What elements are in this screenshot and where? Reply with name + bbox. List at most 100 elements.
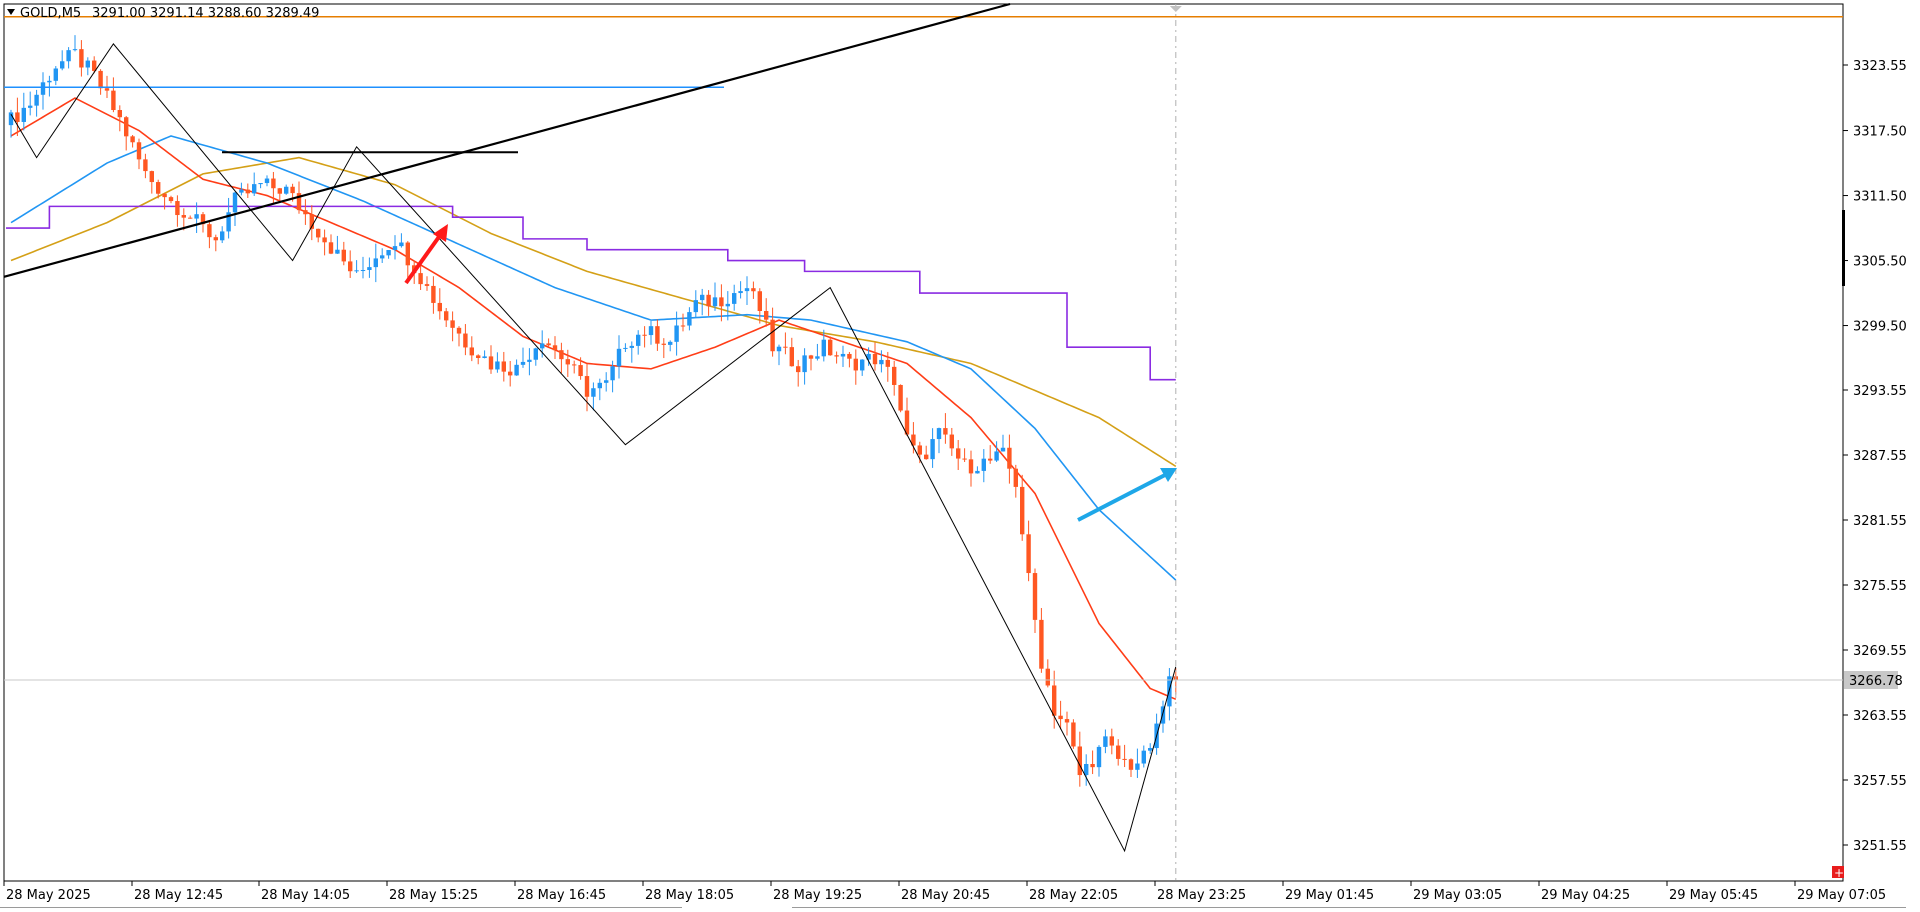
candle-body[interactable] bbox=[616, 348, 622, 367]
candle-body[interactable] bbox=[1077, 746, 1082, 776]
candle-body[interactable] bbox=[712, 297, 718, 307]
candle-body[interactable] bbox=[661, 343, 666, 345]
candle-body[interactable] bbox=[860, 359, 865, 371]
candle-body[interactable] bbox=[732, 293, 737, 304]
candle-body[interactable] bbox=[508, 371, 513, 376]
candle-body[interactable] bbox=[380, 255, 385, 259]
candle-body[interactable] bbox=[156, 182, 161, 194]
candle-body[interactable] bbox=[936, 428, 942, 440]
candle-body[interactable] bbox=[360, 270, 366, 272]
candle-body[interactable] bbox=[879, 359, 884, 365]
candle-body[interactable] bbox=[578, 365, 583, 377]
candle-body[interactable] bbox=[930, 439, 935, 460]
candle-body[interactable] bbox=[220, 231, 225, 241]
candle-body[interactable] bbox=[104, 88, 110, 91]
candle-body[interactable] bbox=[1148, 748, 1153, 751]
candle-body[interactable] bbox=[917, 445, 922, 455]
candle-body[interactable] bbox=[252, 184, 257, 194]
candle-body[interactable] bbox=[1000, 447, 1006, 452]
candle-body[interactable] bbox=[546, 343, 551, 346]
candle-body[interactable] bbox=[552, 345, 558, 351]
candle-body[interactable] bbox=[168, 197, 174, 202]
candle-body[interactable] bbox=[520, 361, 526, 365]
candle-body[interactable] bbox=[194, 214, 199, 219]
candle-body[interactable] bbox=[469, 347, 474, 356]
bottom-tab-left[interactable] bbox=[0, 907, 682, 912]
drawing-objects-layer[interactable] bbox=[3, 2, 1843, 881]
candle-body[interactable] bbox=[1045, 668, 1050, 686]
candle-body[interactable] bbox=[584, 376, 590, 397]
candle-body[interactable] bbox=[1109, 736, 1114, 746]
candle-body[interactable] bbox=[8, 112, 14, 126]
candle-body[interactable] bbox=[405, 242, 410, 266]
candle-body[interactable] bbox=[303, 210, 308, 215]
candle-body[interactable] bbox=[456, 327, 462, 334]
candle-body[interactable] bbox=[796, 366, 801, 373]
candle-body[interactable] bbox=[1160, 706, 1166, 724]
candle-body[interactable] bbox=[424, 284, 430, 286]
candle-body[interactable] bbox=[956, 448, 961, 459]
candle-body[interactable] bbox=[533, 348, 538, 360]
candle-body[interactable] bbox=[828, 339, 833, 356]
candle-body[interactable] bbox=[693, 300, 698, 313]
candle-body[interactable] bbox=[1007, 447, 1012, 469]
candle-body[interactable] bbox=[642, 334, 647, 336]
candle-body[interactable] bbox=[815, 356, 820, 359]
candle-body[interactable] bbox=[1026, 534, 1031, 574]
candle-body[interactable] bbox=[719, 297, 724, 307]
candle-body[interactable] bbox=[98, 70, 103, 89]
candle-body[interactable] bbox=[757, 291, 762, 311]
candle-body[interactable] bbox=[482, 356, 487, 358]
candle-body[interactable] bbox=[245, 189, 250, 194]
candle-body[interactable] bbox=[687, 312, 692, 326]
candle-body[interactable] bbox=[668, 341, 673, 345]
candle-body[interactable] bbox=[72, 49, 78, 51]
candle-body[interactable] bbox=[264, 178, 270, 184]
candle-body[interactable] bbox=[783, 346, 788, 348]
candle-body[interactable] bbox=[162, 193, 167, 198]
candle-body[interactable] bbox=[738, 291, 743, 294]
candle-body[interactable] bbox=[335, 249, 340, 254]
candle-body[interactable] bbox=[392, 246, 398, 251]
candle-body[interactable] bbox=[47, 80, 52, 83]
candle-body[interactable] bbox=[271, 178, 276, 189]
candle-body[interactable] bbox=[367, 267, 372, 271]
candle-body[interactable] bbox=[1013, 468, 1018, 487]
candle-body[interactable] bbox=[776, 346, 782, 352]
candle-body[interactable] bbox=[629, 345, 634, 348]
candle-body[interactable] bbox=[770, 319, 775, 352]
candle-body[interactable] bbox=[924, 454, 929, 460]
candle-body[interactable] bbox=[514, 364, 519, 376]
candle-body[interactable] bbox=[207, 224, 212, 238]
candle-body[interactable] bbox=[866, 353, 871, 360]
candle-body[interactable] bbox=[226, 212, 231, 232]
candle-body[interactable] bbox=[949, 434, 954, 449]
candle-body[interactable] bbox=[847, 353, 852, 359]
candle-body[interactable] bbox=[885, 359, 890, 367]
candle-body[interactable] bbox=[1032, 573, 1038, 620]
candle-body[interactable] bbox=[975, 470, 980, 474]
candle-body[interactable] bbox=[962, 458, 967, 460]
candle-body[interactable] bbox=[124, 117, 129, 137]
candle-body[interactable] bbox=[597, 382, 602, 389]
candle-body[interactable] bbox=[610, 366, 615, 381]
candle-body[interactable] bbox=[1096, 746, 1102, 768]
candle-body[interactable] bbox=[341, 249, 346, 262]
zigzag-line[interactable] bbox=[10, 43, 1177, 853]
candle-body[interactable] bbox=[431, 285, 436, 303]
candle-body[interactable] bbox=[200, 214, 206, 225]
candle-body[interactable] bbox=[981, 458, 986, 471]
candle-body[interactable] bbox=[1128, 759, 1134, 770]
candle-body[interactable] bbox=[1084, 763, 1089, 776]
candle-body[interactable] bbox=[853, 358, 858, 371]
candle-body[interactable] bbox=[540, 343, 545, 349]
candle-body[interactable] bbox=[911, 434, 916, 446]
candle-body[interactable] bbox=[437, 302, 442, 312]
candle-body[interactable] bbox=[399, 242, 404, 247]
candle-body[interactable] bbox=[988, 458, 993, 461]
candle-body[interactable] bbox=[623, 347, 628, 349]
trendline[interactable] bbox=[3, 2, 1011, 278]
candle-body[interactable] bbox=[495, 361, 500, 370]
candle-body[interactable] bbox=[175, 201, 180, 216]
candle-body[interactable] bbox=[802, 355, 807, 373]
